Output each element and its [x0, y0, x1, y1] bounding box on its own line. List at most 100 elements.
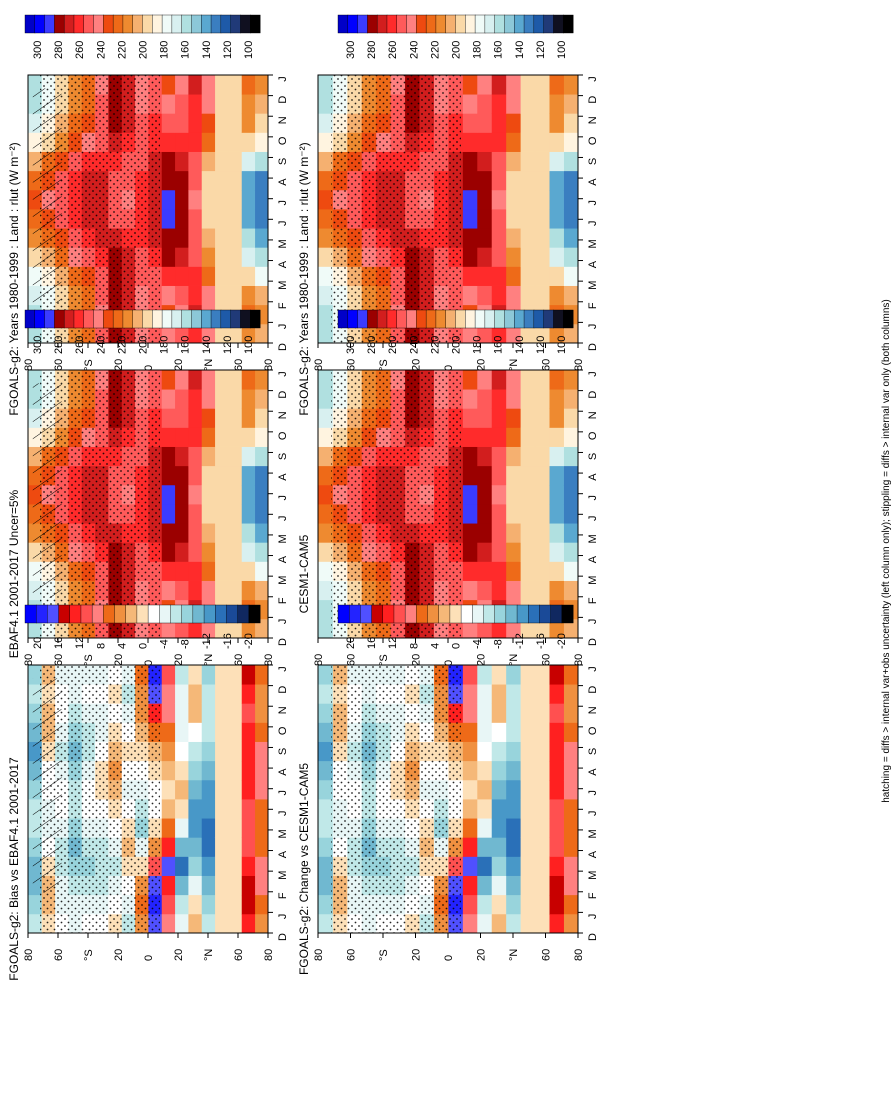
heatmap-cell	[520, 389, 536, 409]
heatmap-cell	[563, 665, 579, 685]
heatmap-cell	[491, 894, 507, 915]
heatmap-cell	[161, 151, 176, 172]
colorbar-swatch	[367, 14, 378, 34]
lat-tick-label: 20	[113, 654, 125, 666]
colorbar-swatch	[416, 309, 427, 329]
month-tick-label: D	[277, 343, 289, 351]
heatmap-cell	[254, 856, 269, 876]
heatmap-cell	[254, 94, 269, 114]
heatmap-cell	[318, 189, 333, 210]
heatmap-cell	[161, 894, 176, 915]
heatmap-cell	[563, 741, 579, 762]
heatmap-cell	[505, 760, 521, 781]
heatmap-cell	[214, 684, 229, 704]
month-tick-label: F	[277, 892, 289, 899]
lat-tick-label: °N	[203, 359, 215, 371]
colorbar-swatch	[348, 604, 361, 624]
colorbar-swatch	[93, 14, 104, 34]
lat-tick-label: °S	[378, 654, 390, 666]
heatmap-cell	[318, 209, 333, 229]
heatmap-cell	[549, 484, 564, 505]
heatmap-cell	[476, 741, 492, 762]
month-tick-label: F	[587, 302, 599, 309]
heatmap-cell	[462, 427, 478, 447]
heatmap-cell	[563, 446, 579, 467]
heatmap-cell	[520, 151, 536, 172]
heatmap-cell	[520, 465, 536, 486]
heatmap-cell	[254, 722, 269, 742]
heatmap-cell	[491, 285, 507, 306]
heatmap-cell	[228, 446, 242, 467]
colorbar-label: 160	[493, 41, 505, 59]
heatmap-cell	[563, 408, 579, 428]
heatmap-cell	[174, 132, 189, 152]
heatmap-cell	[462, 799, 478, 819]
heatmap-cell	[174, 913, 189, 934]
lat-tick-label: 60	[346, 949, 358, 961]
heatmap-cell	[534, 484, 550, 505]
heatmap-cell	[318, 618, 333, 639]
colorbar-swatch	[191, 14, 202, 34]
heatmap-cell	[549, 189, 564, 210]
heatmap-cell	[201, 113, 216, 133]
month-tick-label: O	[277, 136, 289, 145]
heatmap-cell	[318, 113, 333, 133]
colorbar-label: 120	[222, 41, 234, 59]
month-tick-label: A	[587, 555, 599, 563]
heatmap-cell	[214, 542, 229, 562]
heatmap-cell	[534, 427, 550, 447]
heatmap-cell	[174, 875, 189, 896]
month-tick-label: J	[587, 811, 599, 817]
heatmap-cell	[318, 818, 333, 838]
colorbar-swatch	[34, 309, 46, 329]
colorbar-swatch	[563, 14, 574, 34]
heatmap-cell	[563, 760, 579, 781]
colorbar-swatch	[445, 309, 457, 329]
colorbar-label: 16	[366, 637, 378, 649]
heatmap-cell	[241, 684, 256, 704]
colorbar-swatch	[83, 14, 95, 34]
heatmap-cell	[228, 618, 242, 639]
month-tick-label: A	[587, 850, 599, 858]
heatmap-cell	[241, 266, 256, 286]
colorbar-swatch	[376, 309, 388, 329]
colorbar-swatch	[24, 604, 37, 624]
month-tick-label: N	[277, 706, 289, 714]
heatmap-cell	[505, 665, 521, 685]
heatmap-cell	[520, 189, 536, 210]
heatmap-cell	[534, 504, 550, 524]
heatmap-cell	[520, 523, 536, 543]
heatmap-cell	[491, 561, 507, 581]
colorbar-swatch	[34, 14, 46, 34]
colorbar-label: 300	[345, 336, 357, 354]
colorbar-swatch	[215, 604, 227, 624]
heatmap-cell	[549, 618, 564, 639]
colorbar-label: 12	[387, 637, 399, 649]
heatmap-cell	[476, 446, 492, 467]
colorbar-swatch	[103, 309, 114, 329]
heatmap-cell	[534, 722, 550, 742]
heatmap-cell	[254, 703, 269, 723]
heatmap-cell	[201, 94, 216, 114]
colorbar-swatch	[220, 309, 232, 329]
heatmap-cell	[491, 389, 507, 409]
colorbar-label: 260	[74, 41, 86, 59]
month-tick-label: J	[587, 76, 599, 82]
heatmap-cell	[491, 913, 507, 934]
heatmap-cell	[214, 247, 229, 267]
month-tick-label: J	[587, 666, 599, 672]
heatmap-cell	[462, 170, 478, 191]
heatmap-cell	[254, 285, 269, 306]
colorbar-swatch	[201, 14, 212, 34]
heatmap-cell	[534, 856, 550, 876]
heatmap-cell	[462, 151, 478, 172]
heatmap-cell	[563, 323, 579, 344]
heatmap-cell	[534, 523, 550, 543]
heatmap-cell	[491, 323, 507, 344]
heatmap-cell	[476, 894, 492, 915]
colorbar-swatch	[24, 309, 36, 329]
panel-title: FGOALS-g2: Bias vs EBAF4.1 2001-2017	[7, 757, 21, 981]
heatmap-cell	[161, 370, 176, 390]
heatmap-cell	[505, 228, 521, 248]
colorbar-label: 160	[180, 41, 192, 59]
